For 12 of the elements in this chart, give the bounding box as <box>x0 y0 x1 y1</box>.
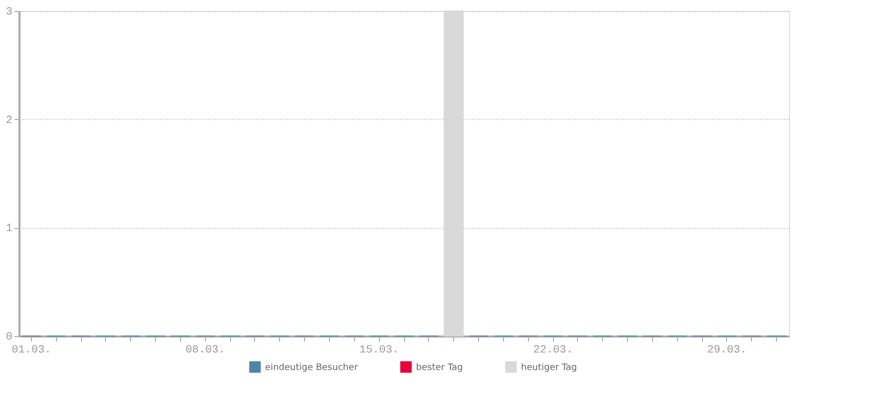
x-tick-label: 15.03. <box>359 344 399 356</box>
y-tick-label: 3 <box>6 6 12 18</box>
x-tick-label: 01.03. <box>12 344 52 356</box>
legend-label: bester Tag <box>416 363 463 373</box>
x-tick-label: 08.03. <box>185 344 226 356</box>
y-tick-label: 2 <box>6 114 12 127</box>
legend-label: eindeutige Besucher <box>265 363 358 373</box>
y-tick-label: 0 <box>6 332 12 344</box>
y-tick-label: 1 <box>6 223 13 236</box>
legend-label: heutiger Tag <box>521 363 578 373</box>
x-tick-label: 22.03. <box>533 344 573 356</box>
x-tick-label: 29.03. <box>707 344 747 356</box>
